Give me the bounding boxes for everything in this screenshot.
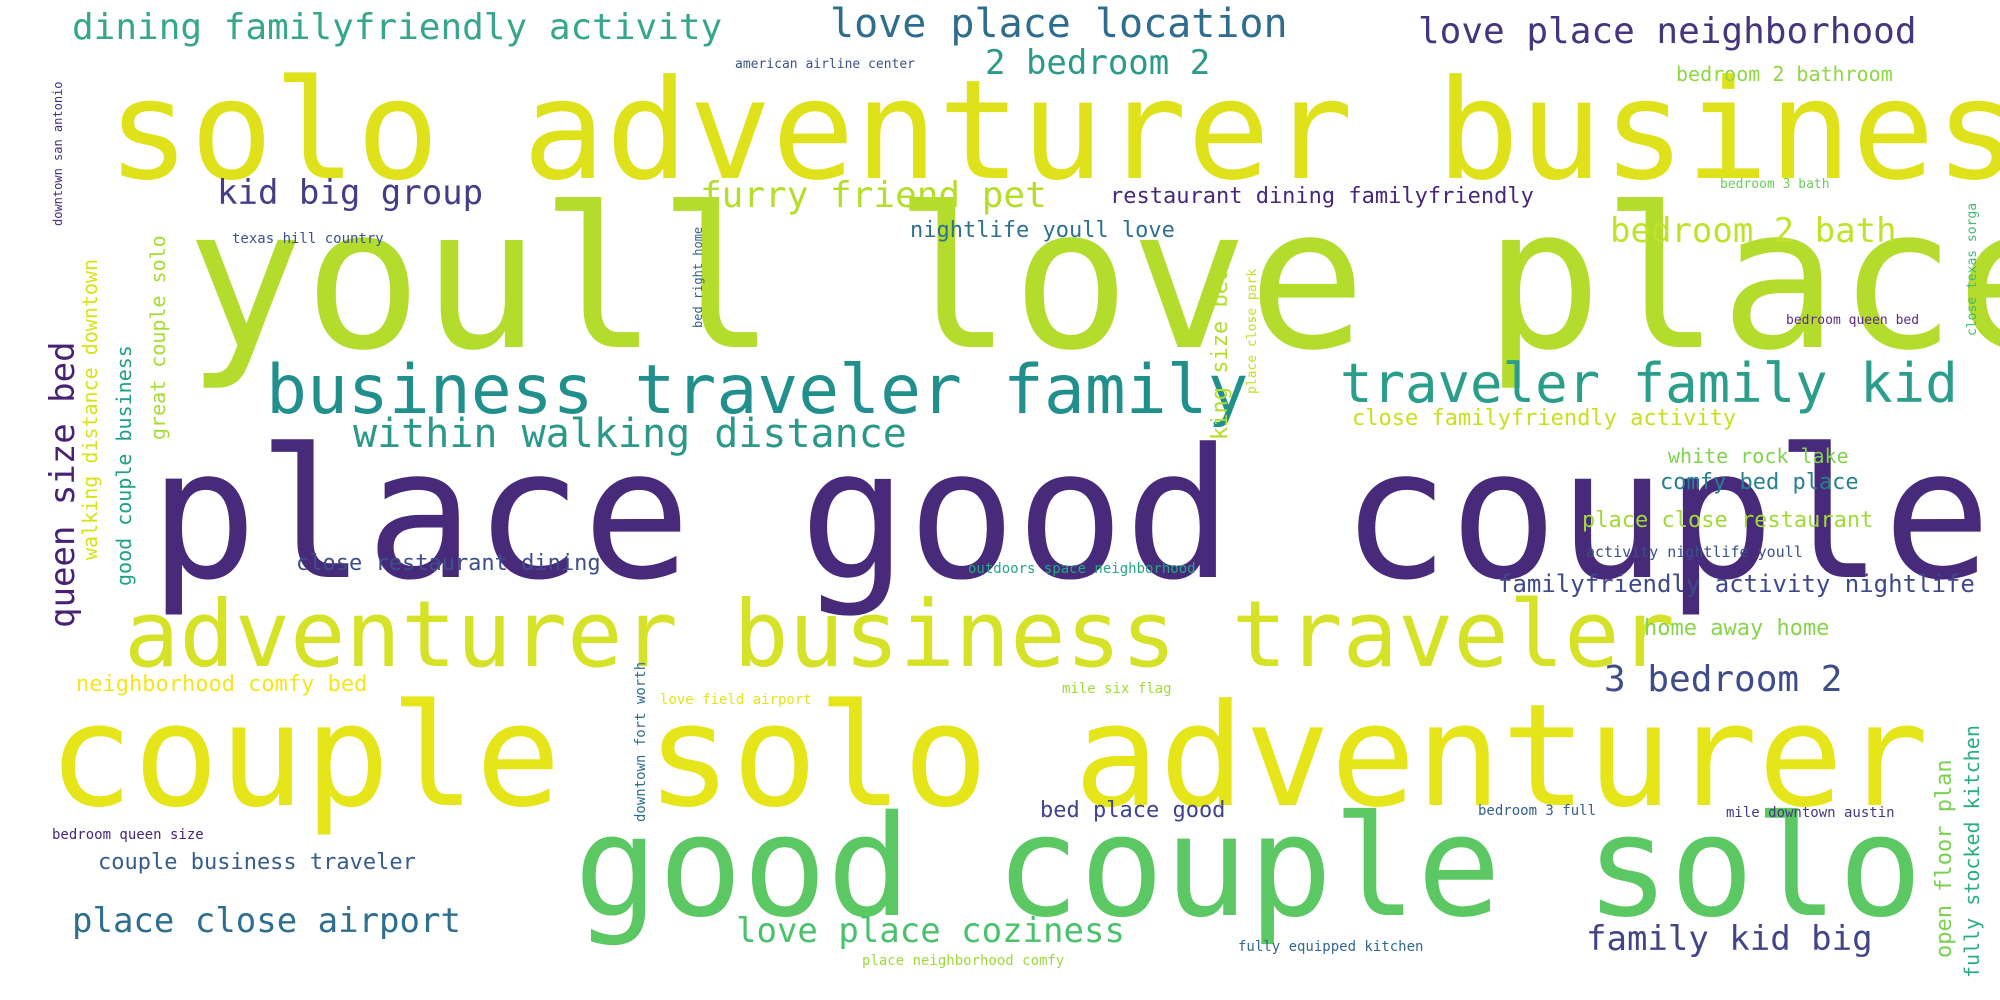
word-place-close-restaurant: place close restaurant — [1582, 508, 1874, 533]
word-fully-equipped-kitchen: fully equipped kitchen — [1238, 939, 1424, 955]
word-adventurer-business-traveler: adventurer business traveler — [124, 581, 1675, 688]
word-furry-friend-pet: furry friend pet — [700, 175, 1047, 216]
word-queen-size-bed: queen size bed — [43, 341, 83, 628]
word-white-rock-lake: white rock lake — [1668, 444, 1849, 468]
word-restaurant-dining-familyfriendly: restaurant dining familyfriendly — [1110, 184, 1534, 209]
word-texas-hill-country: texas hill country — [232, 231, 384, 247]
word-couple-business-traveler: couple business traveler — [98, 850, 416, 875]
word-solo-adventurer-business: solo adventurer business — [107, 50, 2000, 211]
word-love-place-neighborhood: love place neighborhood — [1418, 11, 1917, 52]
word-within-walking-distance: within walking distance — [353, 411, 907, 457]
word-family-kid-big: family kid big — [1586, 919, 1873, 959]
word-mile-six-flag: mile six flag — [1062, 681, 1172, 697]
word-great-couple-solo: great couple solo — [146, 235, 170, 440]
word-neighborhood-comfy-bed: neighborhood comfy bed — [76, 672, 368, 697]
word-close-texas-sorga: close texas sorga — [1965, 202, 1980, 336]
word-home-away-home: home away home — [1644, 616, 1830, 641]
word-place-good-couple: place good couple — [149, 411, 1992, 620]
word-bedroom-queen-bed: bedroom queen bed — [1786, 313, 1920, 328]
word-downtown-fort-worth: downtown fort worth — [633, 661, 649, 822]
word-bed-place-good: bed place good — [1040, 798, 1226, 823]
word-american-airline-center: american airline center — [735, 57, 916, 72]
word-2-bedroom-2: 2 bedroom 2 — [985, 43, 1211, 83]
word-familyfriendly-activity-nightlife: familyfriendly activity nightlife — [1498, 570, 1975, 598]
word-traveler-family-kid: traveler family kid — [1340, 352, 1958, 415]
word-king-size-bed: king size bed — [1208, 267, 1233, 440]
word-outdoors-space-neighborhood: outdoors space neighborhood — [968, 561, 1196, 577]
word-bedroom-2-bath: bedroom 2 bath — [1610, 211, 1897, 251]
word-place-neighborhood-comfy: place neighborhood comfy — [862, 953, 1065, 969]
word-couple-solo-adventurer: couple solo adventurer — [48, 674, 1929, 839]
word-nightlife-youll-love: nightlife youll love — [910, 218, 1175, 243]
word-3-bedroom-2: 3 bedroom 2 — [1604, 659, 1843, 700]
word-youll-love-place: youll love place — [186, 166, 2000, 394]
word-kid-big-group: kid big group — [217, 173, 484, 213]
word-fully-stocked-kitchen: fully stocked kitchen — [1960, 725, 1984, 978]
word-close-familyfriendly-activity: close familyfriendly activity — [1352, 406, 1737, 431]
word-activity-nightlife-youll: activity nightlife youll — [1586, 543, 1803, 561]
word-mile-downtown-austin: mile downtown austin — [1726, 805, 1895, 821]
word-good-couple-solo: good couple solo — [574, 786, 1923, 949]
word-downtown-san-antonio: downtown san antonio — [51, 81, 65, 227]
word-place-close-park: place close park — [1245, 268, 1260, 394]
word-good-couple-business: good couple business — [112, 345, 136, 586]
word-walking-distance-downtown: walking distance downtown — [78, 258, 102, 560]
word-dining-familyfriendly-activity: dining familyfriendly activity — [72, 7, 723, 48]
word-love-field-airport: love field airport — [660, 692, 812, 708]
word-love-place-coziness: love place coziness — [736, 911, 1125, 951]
word-place-close-airport: place close airport — [72, 901, 461, 941]
word-love-place-location: love place location — [830, 1, 1288, 47]
word-bedroom-2-bathroom: bedroom 2 bathroom — [1676, 62, 1893, 86]
word-bedroom-3-bath: bedroom 3 bath — [1720, 177, 1830, 192]
word-business-traveler-family: business traveler family — [266, 351, 1249, 430]
word-comfy-bed-place: comfy bed place — [1660, 470, 1859, 495]
word-close-restaurant-dining: close restaurant dining — [296, 551, 601, 576]
word-open-floor-plan: open floor plan — [1932, 759, 1957, 958]
word-bed-right-home: bed right home — [691, 226, 705, 328]
word-bedroom-3-full: bedroom 3 full — [1478, 803, 1597, 819]
word-bedroom-queen-size: bedroom queen size — [52, 827, 204, 843]
